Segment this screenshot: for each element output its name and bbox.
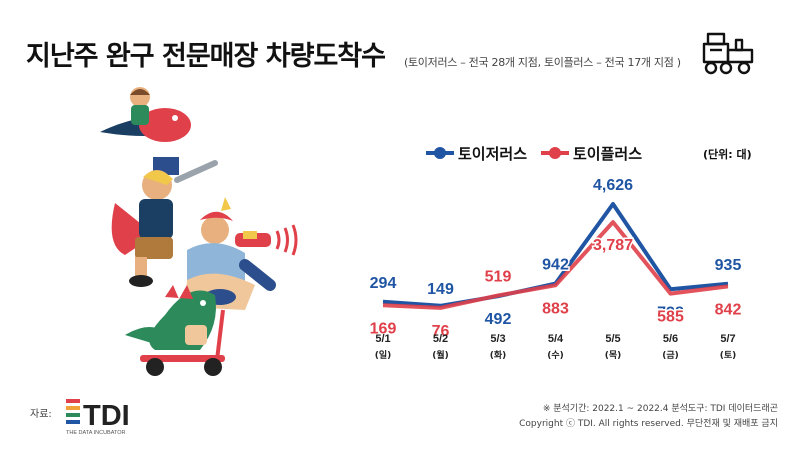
copyright-note: Copyright ⓒ TDI. All rights reserved. 무단… <box>519 419 778 429</box>
x-tick-day: (화) <box>490 349 507 361</box>
data-label: 3,787 <box>593 237 633 254</box>
x-tick-label: 5/6 <box>663 333 678 345</box>
logo-text: TDI <box>83 400 130 432</box>
data-label: 942 <box>542 257 569 274</box>
x-tick-label: 5/4 <box>548 333 564 345</box>
data-label: 883 <box>542 300 569 317</box>
legend-marker <box>434 147 446 159</box>
bird-body <box>139 108 191 142</box>
data-label: 519 <box>485 268 512 285</box>
page-subtitle: (토이저러스 – 전국 28개 지점, 토이플러스 – 전국 17개 지점 ) <box>404 56 681 69</box>
data-label: 294 <box>370 275 397 292</box>
tdi-logo: TDI THE DATA INCUBATOR <box>66 399 130 436</box>
x-tick-day: (월) <box>432 349 449 361</box>
data-label: 76 <box>432 323 450 340</box>
legend-label: 토이저러스 <box>458 145 527 163</box>
train-icon <box>702 32 754 75</box>
x-tick-day: (수) <box>547 350 564 361</box>
data-label: 4,626 <box>593 177 633 194</box>
analysis-note: ※ 분석기간: 2022.1 ~ 2022.4 분석도구: TDI 데이터드래곤 <box>542 404 778 414</box>
source-label: 자료: <box>30 409 52 420</box>
data-label: 585 <box>657 309 684 326</box>
x-tick-label: 5/5 <box>605 333 620 345</box>
x-tick-day: (토) <box>720 350 737 361</box>
logo-tagline: THE DATA INCUBATOR <box>66 430 126 436</box>
x-tick-label: 5/7 <box>720 333 735 345</box>
data-label: 149 <box>427 281 454 298</box>
x-tick-day: (금) <box>662 350 679 361</box>
unit-label: (단위: 대) <box>703 147 752 161</box>
legend-label: 토이플러스 <box>573 145 642 163</box>
data-label: 738 <box>657 304 684 321</box>
data-label: 935 <box>715 257 742 274</box>
kids-playing-illustration <box>100 87 298 376</box>
x-tick-label: 5/3 <box>490 333 505 345</box>
data-label: 842 <box>715 301 742 318</box>
x-tick-label: 5/1 <box>375 333 390 345</box>
page-title: 지난주 완구 전문매장 차량도착수 <box>26 41 386 72</box>
x-tick-day: (목) <box>605 350 622 361</box>
data-label: 492 <box>485 311 512 328</box>
legend-marker <box>549 147 561 159</box>
x-tick-day: (일) <box>375 349 392 361</box>
series-line-2 <box>382 220 729 310</box>
data-label: 169 <box>370 320 397 337</box>
x-tick-label: 5/2 <box>433 333 448 345</box>
